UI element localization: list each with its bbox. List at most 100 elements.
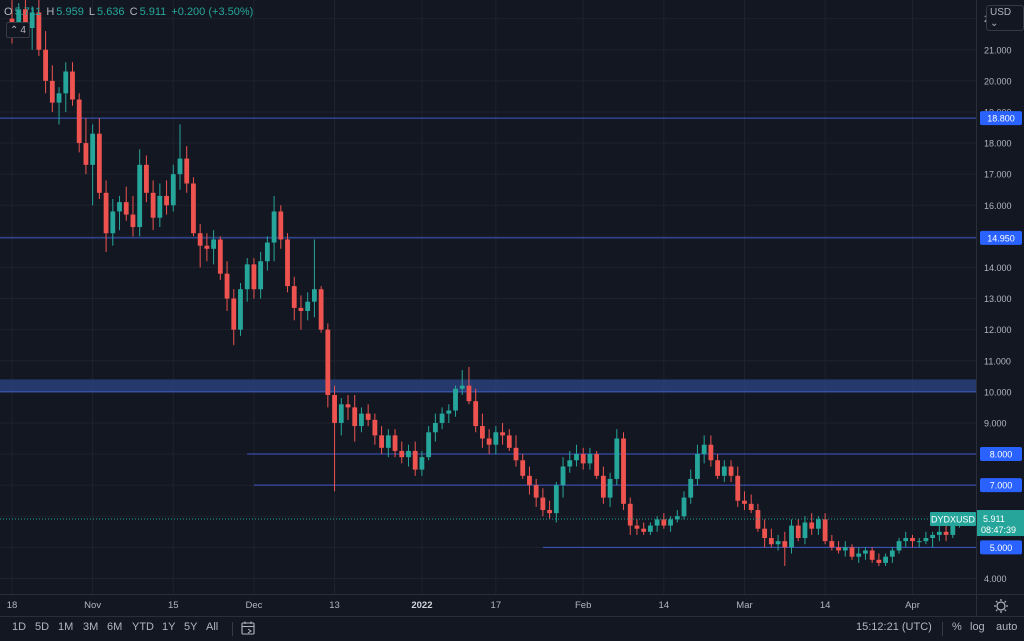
chart-pane[interactable]: DYDXUSD O 5.711 H 5.959 L 5.636 C 5.911 +0.2… — [0, 0, 976, 594]
price-line-label: 7.000 — [990, 481, 1013, 491]
close-value: 5.911 — [139, 6, 167, 18]
candle — [681, 491, 687, 520]
price-axis-scale: 22.00021.00020.00019.00018.00017.00016.0… — [977, 14, 1024, 584]
candle — [372, 413, 378, 445]
price-tick-label: 13.000 — [984, 294, 1012, 304]
log-scale-toggle[interactable]: log — [970, 621, 985, 633]
candle — [735, 466, 741, 507]
timeframe-1y-button[interactable]: 1Y — [162, 621, 176, 633]
candle — [258, 251, 264, 299]
candle — [298, 295, 304, 330]
candle — [614, 429, 620, 486]
price-tick-label: 9.000 — [984, 418, 1007, 428]
candle — [150, 180, 156, 231]
timeframe-ytd-button[interactable]: YTD — [132, 621, 154, 633]
candle — [560, 457, 566, 498]
candle — [305, 292, 311, 321]
time-tick-label: 18 — [7, 600, 18, 611]
candle — [493, 426, 499, 455]
price-line-label-bg — [980, 478, 1022, 493]
candle — [204, 233, 210, 262]
candle — [594, 450, 600, 479]
candle — [896, 538, 902, 554]
timeframe-1m-button[interactable]: 1M — [58, 621, 74, 633]
time-axis-scale: 18 Nov 15 Dec 13 2022 17 Feb 14 Mar 14 Apr — [7, 600, 920, 611]
candle — [580, 447, 586, 470]
candle — [36, 0, 42, 56]
candle — [748, 494, 754, 514]
candles — [9, 0, 962, 567]
timeframe-3m-button[interactable]: 3M — [83, 621, 99, 633]
timeframe-1d-button[interactable]: 1D — [12, 621, 27, 633]
bar-countdown: 08:47:39 — [981, 525, 1016, 535]
price-line-label: 18.800 — [987, 114, 1015, 124]
candle — [728, 460, 734, 483]
candle — [184, 146, 190, 193]
candle — [426, 426, 432, 461]
scale-settings-button[interactable] — [976, 594, 1024, 617]
horizontal-lines[interactable] — [0, 117, 976, 548]
candle — [836, 541, 841, 554]
last-price-line: DYDXUSD — [0, 512, 976, 527]
high-label: H — [46, 6, 55, 18]
time-axis[interactable]: 18 Nov 15 Dec 13 2022 17 Feb 14 Mar 14 Apr — [0, 594, 976, 617]
candle — [130, 195, 136, 237]
chevron-up-icon: ⌃ — [10, 24, 19, 36]
candle — [170, 164, 176, 212]
candle — [164, 180, 169, 215]
candle — [211, 230, 216, 265]
candle — [43, 31, 48, 94]
candle — [648, 522, 653, 535]
price-tick-label: 20.000 — [984, 76, 1012, 86]
indicators-toggle-button[interactable]: ⌃ 4 — [6, 22, 30, 38]
utc-clock[interactable]: 15:12:21 (UTC) — [856, 621, 932, 633]
date-range-button[interactable] — [240, 620, 256, 641]
currency-button[interactable]: USD ⌄ — [986, 5, 1024, 31]
timeframe-all-button[interactable]: All — [206, 621, 219, 633]
timeframe-5d-button[interactable]: 5D — [35, 621, 50, 633]
symbol-tag-label: DYDXUSD — [931, 515, 976, 525]
candle — [668, 516, 673, 532]
candle — [446, 404, 452, 423]
candle — [553, 482, 559, 523]
timeframe-5y-button[interactable]: 5Y — [184, 621, 198, 633]
timeframe-6m-button[interactable]: 6M — [107, 621, 123, 633]
price-axis[interactable]: 22.00021.00020.00019.00018.00017.00016.0… — [976, 0, 1024, 594]
candle — [674, 510, 680, 523]
candle — [768, 528, 774, 548]
candle — [83, 118, 89, 175]
candle — [278, 205, 284, 249]
candle — [412, 441, 418, 476]
candle — [863, 547, 868, 560]
resistance-zone-rect[interactable] — [0, 379, 976, 392]
price-tick-label: 4.000 — [984, 574, 1007, 584]
candle — [466, 366, 472, 405]
percent-scale-toggle[interactable]: % — [952, 621, 962, 633]
price-line-label: 5.000 — [990, 543, 1013, 553]
candle — [312, 239, 317, 318]
candle — [49, 65, 55, 112]
chevron-down-icon: ⌄ — [990, 18, 999, 29]
price-line-label-bg — [980, 111, 1022, 126]
candle — [480, 413, 485, 448]
candle — [567, 450, 573, 473]
candle — [439, 407, 445, 430]
price-line-label: 8.000 — [990, 450, 1013, 460]
price-tick-label: 21.000 — [984, 45, 1012, 55]
candle — [419, 450, 425, 476]
candle — [29, 6, 35, 50]
candle — [789, 519, 794, 554]
candle — [137, 149, 143, 237]
time-tick-label: Feb — [575, 600, 591, 611]
candle — [923, 531, 929, 545]
time-tick-label: Apr — [905, 600, 920, 611]
candlestick-chart[interactable]: DYDXUSD — [0, 0, 976, 594]
candle — [379, 426, 384, 455]
candle — [816, 516, 821, 535]
toolbar-divider — [232, 622, 233, 636]
candle — [587, 447, 593, 470]
candle — [715, 454, 720, 479]
candle — [318, 286, 324, 333]
candle — [527, 466, 532, 495]
auto-scale-toggle[interactable]: auto — [996, 621, 1018, 633]
